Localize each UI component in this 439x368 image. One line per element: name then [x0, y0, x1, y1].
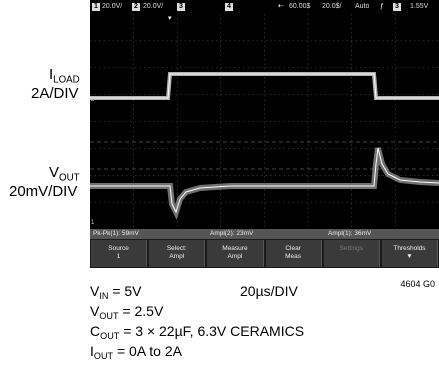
select-softkey-label: Select:: [166, 245, 187, 252]
softkey-bar: Source 1 Select: Ampl Measure Ampl Clear…: [90, 239, 439, 268]
select-softkey[interactable]: Select: Ampl: [149, 240, 206, 267]
trigger-channel-badge: 3: [393, 3, 401, 11]
settings-softkey[interactable]: Settings: [323, 240, 380, 267]
waveform-display: 2 1 ▾: [90, 14, 439, 229]
oscilloscope-screenshot: 1 20.0V/ 2 20.0V/ 3 4 ⇠ 60.00$ 20.0$/ Au…: [90, 0, 439, 268]
iload-scale-label: 2A/DIV: [31, 85, 79, 102]
clear-softkey-value: Meas: [285, 253, 302, 260]
measurement-bar: Pk-Pk(1): 59mV Ampl(2): 23mV Ampl(1): 36…: [90, 229, 439, 239]
condition-vin: VIN = 5V: [90, 283, 142, 302]
condition-timebase: 20µs/DIV: [240, 283, 298, 299]
figure-id: 4604 G0: [400, 279, 435, 289]
clear-softkey-label: Clear: [285, 245, 301, 252]
time-scale: 20.0$/: [322, 3, 342, 10]
time-position: 60.00$: [289, 3, 311, 10]
measurement-2: Ampl(2): 23mV: [210, 230, 254, 237]
vout-label: VOUT: [49, 164, 80, 184]
ch1-ground-marker: 1: [91, 220, 95, 226]
measure-softkey[interactable]: Measure Ampl: [207, 240, 264, 267]
arrow-down-icon: ▼: [406, 253, 413, 260]
ch2-ground-marker: 2: [91, 97, 95, 103]
thresholds-softkey-label: Thresholds: [393, 245, 426, 252]
vout-scale-label: 20mV/DIV: [9, 183, 78, 200]
clear-meas-softkey[interactable]: Clear Meas: [265, 240, 322, 267]
ch2-badge[interactable]: 2: [132, 3, 140, 11]
settings-softkey-label: Settings: [339, 245, 364, 252]
source-softkey[interactable]: Source 1: [91, 240, 148, 267]
condition-iout: IOUT = 0A to 2A: [90, 343, 182, 362]
ch3-badge[interactable]: 3: [177, 3, 185, 11]
source-softkey-label: Source: [108, 245, 129, 252]
measurement-3: Ampl(1): 36mV: [328, 230, 372, 237]
measurement-1: Pk-Pk(1): 59mV: [93, 230, 139, 237]
ch1-scale: 20.0V/: [102, 3, 123, 10]
iload-label: ILOAD: [49, 66, 80, 86]
trigger-mode: Auto: [355, 3, 370, 10]
ch4-badge[interactable]: 4: [225, 3, 233, 11]
measure-softkey-value: Ampl: [227, 253, 243, 260]
thresholds-softkey[interactable]: Thresholds ▼: [381, 240, 439, 267]
condition-vout: VOUT = 2.5V: [90, 303, 164, 322]
select-softkey-value: Ampl: [169, 253, 185, 260]
source-softkey-value: 1: [116, 253, 121, 260]
trigger-level: 1.55V: [410, 3, 429, 10]
ch2-scale: 20.0V/: [143, 3, 164, 10]
trigger-position-icon: ⇠: [278, 3, 284, 10]
condition-cout: COUT = 3 × 22µF, 6.3V CERAMICS: [90, 323, 305, 342]
trigger-edge-icon: ƒ: [380, 3, 384, 10]
scope-status-bar: 1 20.0V/ 2 20.0V/ 3 4 ⇠ 60.00$ 20.0$/ Au…: [90, 0, 439, 14]
measure-softkey-label: Measure: [222, 245, 248, 252]
ch1-badge[interactable]: 1: [92, 3, 100, 11]
trigger-marker-icon: ▾: [168, 14, 172, 22]
